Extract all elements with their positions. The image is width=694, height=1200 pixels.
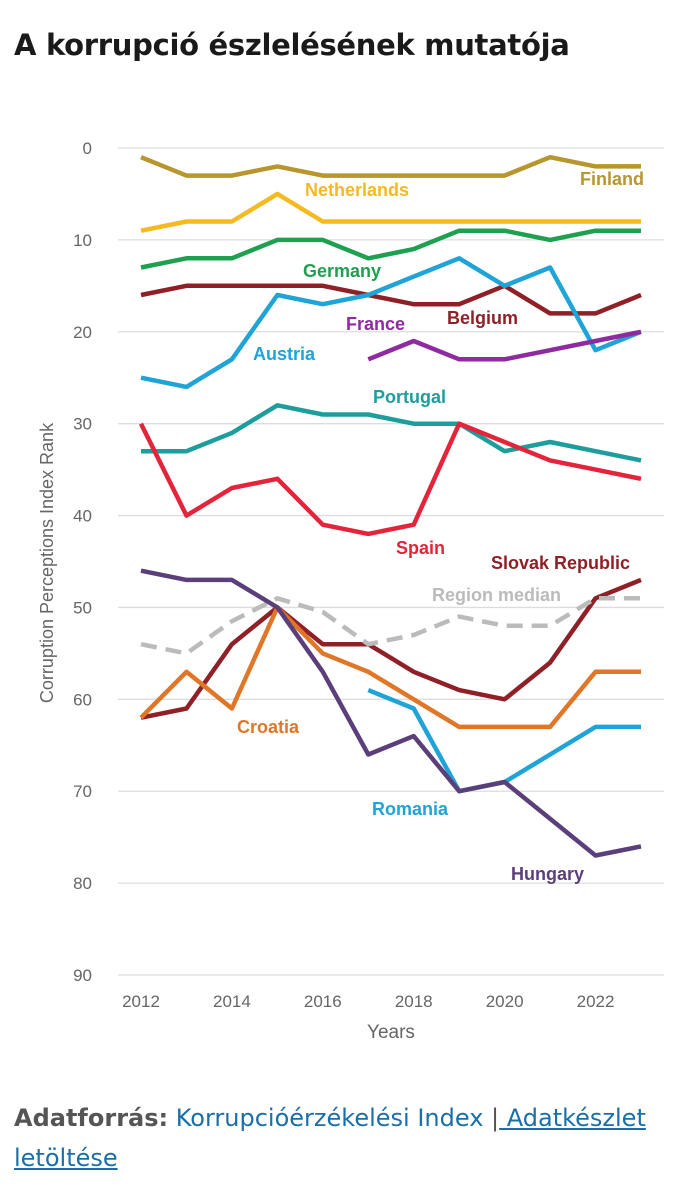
series-line-region-median [140,596,641,656]
series-line-hungary [140,568,642,858]
series-label-austria: Austria [253,344,316,364]
y-axis-label: Corruption Perceptions Index Rank [37,422,57,703]
y-tick-label: 60 [73,690,92,709]
y-tick-label: 90 [73,966,92,985]
y-axis-ticks: 0 10 20 30 40 50 60 70 80 90 [73,139,92,985]
y-tick-label: 30 [73,415,92,434]
cpi-rank-line-chart: 0 10 20 30 40 50 60 70 80 90 2012 2014 2016 2018 2020… [37,139,664,1043]
x-tick-label: 2020 [486,992,524,1011]
gridlines [118,147,664,976]
series-line-romania [367,688,641,794]
series-line-spain [138,421,642,537]
x-tick-label: 2016 [304,992,342,1011]
series-line-finland [140,154,641,178]
page-title: A korrupció észlelésének mutatója [14,28,570,62]
y-tick-label: 20 [73,323,92,342]
series-line-slovak-republic [140,577,642,720]
series-label-spain: Spain [396,538,445,558]
series-line-belgium [140,283,642,316]
series-label-portugal: Portugal [373,387,446,407]
series-label-belgium: Belgium [447,308,518,328]
series-label-finland: Finland [580,169,644,189]
x-tick-label: 2012 [122,992,160,1011]
dataset-download-link[interactable]: Adatkészlet letöltése [14,1104,646,1172]
y-tick-label: 70 [73,782,92,801]
series-label-germany: Germany [303,261,381,281]
series-label-region-median: Region median [432,585,561,605]
series-line-croatia [139,605,641,730]
series-line-netherlands [140,191,641,233]
series-line-germany [140,228,641,270]
truncated-text-line [14,1184,686,1200]
series-labels: Finland Netherlands Germany France Belgium Au… [237,169,644,884]
series-line-portugal [141,403,642,463]
y-tick-label: 10 [73,231,92,250]
series-label-france: France [346,314,405,334]
source-label: Adatforrás: [14,1104,169,1132]
series-line-austria [140,256,642,390]
source-separator: | [491,1104,500,1132]
x-tick-label: 2018 [395,992,433,1011]
x-axis-ticks: 2012 2014 2016 2018 2020 2022 [122,992,614,1011]
series-line-france [367,329,642,362]
y-tick-label: 80 [73,874,92,893]
y-tick-label: 0 [83,139,92,158]
y-tick-label: 40 [73,507,92,526]
y-tick-label: 50 [73,598,92,617]
series-label-slovak-republic: Slovak Republic [491,553,630,573]
source-link[interactable]: Korrupcióérzékelési Index [175,1104,484,1132]
series-label-croatia: Croatia [237,717,300,737]
series-label-romania: Romania [372,799,449,819]
data-source: Adatforrás: Korrupcióérzékelési Index | … [14,1098,686,1178]
series-label-netherlands: Netherlands [305,180,409,200]
x-axis-label: Years [367,1022,415,1043]
x-tick-label: 2014 [213,992,251,1011]
series-lines [138,154,642,858]
series-label-hungary: Hungary [511,864,584,884]
x-tick-label: 2022 [577,992,615,1011]
